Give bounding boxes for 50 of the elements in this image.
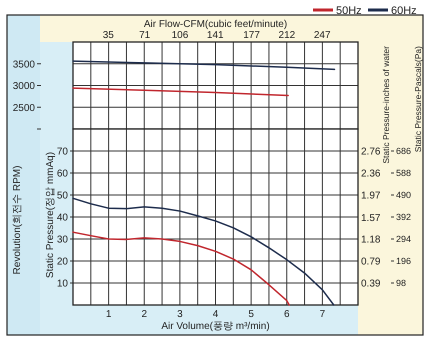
x2-tick-label: 106 [172, 30, 189, 41]
y-tick-label: 3500 [12, 59, 36, 70]
y3-tick-label: 98 [396, 278, 406, 288]
line-series [72, 198, 335, 306]
y2-tick-label: 1.97 [361, 190, 381, 202]
x2-tick-label: 177 [243, 30, 260, 41]
y-tick-label: 50 [56, 190, 68, 202]
x-tick-label: 3 [177, 309, 184, 320]
x2-tick-label: 71 [139, 30, 151, 41]
y2-axis-title: Static Pressure-inches of water [381, 46, 391, 164]
y-tick-label: 2500 [12, 102, 36, 114]
line-series [72, 231, 290, 306]
legend-label: 50Hz [336, 5, 362, 17]
line-series [72, 87, 289, 96]
y3-tick-label: 196 [396, 256, 412, 266]
y2-tick-label: 1.57 [361, 212, 381, 224]
y-tick-label: 60 [56, 168, 68, 180]
x-tick-label: 6 [284, 309, 290, 320]
y2-tick-label: 0.39 [361, 278, 381, 290]
y-tick-label: 3000 [12, 81, 36, 92]
y3-tick-label: 588 [396, 168, 412, 178]
x2-tick-label: 35 [102, 30, 114, 41]
y-tick-label: 30 [56, 234, 68, 246]
y-axis-title: Static Pressure(정압 mmAq) [45, 152, 56, 278]
x-axis-title: Air Volume(풍량 m³/min) [161, 321, 270, 332]
x-tick-label: 7 [320, 309, 326, 320]
x2-tick-label: 247 [314, 30, 331, 41]
x-tick-label: 2 [141, 309, 148, 320]
y2-tick-label: 2.36 [361, 168, 381, 180]
y-axis-title: Revolution(회전수 RPM) [12, 166, 23, 274]
x2-tick-label: 212 [278, 30, 296, 41]
y-tick-label: 10 [56, 278, 68, 290]
x2-axis-title: Air Flow-CFM(cubic feet/minute) [144, 19, 288, 30]
y2-tick-label: 0.79 [361, 256, 381, 268]
y3-tick-label: 490 [396, 190, 412, 200]
x-tick-label: 1 [106, 309, 112, 320]
line-series [72, 60, 336, 70]
y3-tick-label: 686 [396, 146, 412, 156]
y3-tick-label: 294 [396, 234, 412, 244]
x-tick-label: 4 [212, 309, 219, 320]
legend-label: 60Hz [391, 5, 417, 17]
y3-tick-label: 392 [396, 212, 412, 222]
y2-tick-label: 2.76 [361, 146, 381, 158]
y-tick-label: 40 [56, 212, 68, 224]
y-tick-label: 70 [56, 146, 68, 158]
y2-tick-label: 1.18 [361, 234, 381, 246]
x2-tick-label: 141 [206, 30, 224, 41]
x-tick-label: 5 [248, 309, 254, 320]
y3-axis-title: Static Pressure-Pascals(Pa) [413, 46, 423, 152]
y-tick-label: 20 [56, 256, 68, 268]
